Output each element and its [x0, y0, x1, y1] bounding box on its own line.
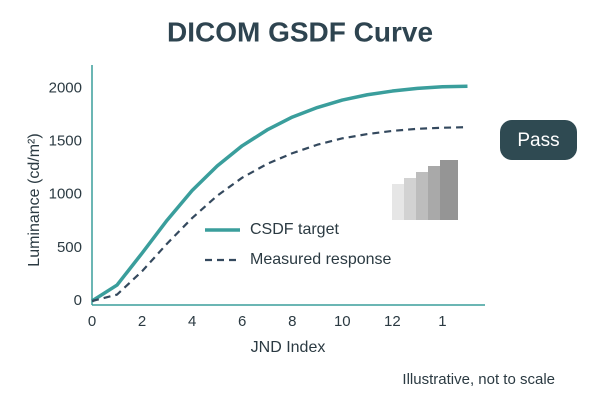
- x-tick-label: 1: [438, 313, 446, 330]
- y-tick-label: 2000: [49, 79, 82, 96]
- grayscale-icon: [392, 160, 458, 220]
- chart-title: DICOM GSDF Curve: [167, 16, 433, 47]
- x-axis-label: JND Index: [251, 339, 326, 356]
- legend-label: CSDF target: [250, 221, 339, 238]
- x-tick-label: 0: [88, 313, 96, 330]
- note: Illustrative, not to scale: [402, 371, 555, 388]
- y-tick-label: 1500: [49, 133, 82, 150]
- x-tick-label: 8: [288, 313, 296, 330]
- badge: Pass: [517, 130, 559, 151]
- y-tick-label: 500: [57, 239, 82, 256]
- x-tick-label: 6: [238, 313, 246, 330]
- y-tick-label: 1000: [49, 186, 82, 203]
- series-line: [91, 84, 468, 303]
- x-tick-label: 10: [334, 313, 351, 330]
- x-tick-label: 12: [384, 313, 401, 330]
- badge-box: [500, 120, 577, 160]
- x-tick-label: 2: [138, 313, 146, 330]
- series-line: [91, 126, 468, 303]
- legend-label: Measured response: [250, 251, 392, 268]
- x-tick-label: 4: [188, 313, 196, 330]
- y-tick-label: 0: [74, 292, 82, 309]
- y-axis-label: Luminance (cd/m²): [26, 133, 43, 266]
